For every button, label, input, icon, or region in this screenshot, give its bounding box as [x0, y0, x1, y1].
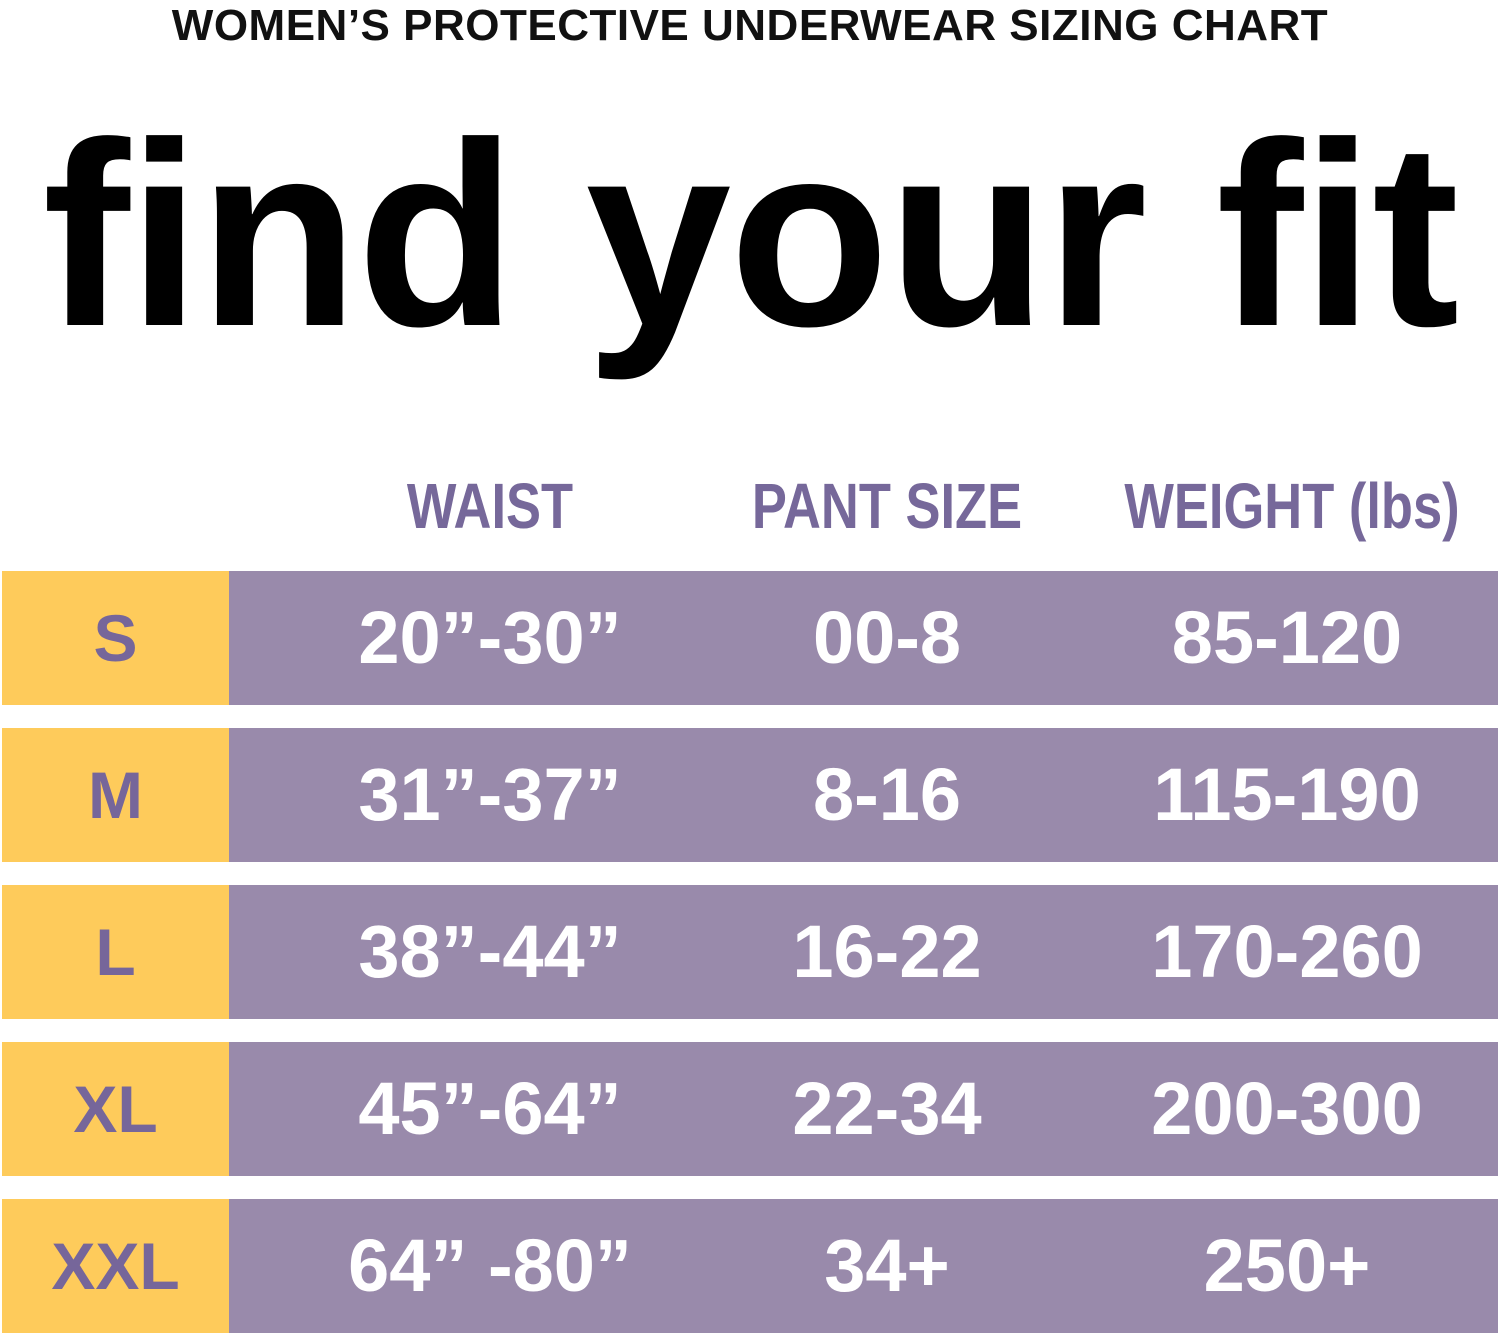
pant-size-value: 00-8 — [812, 596, 962, 679]
row-band — [229, 885, 1498, 1019]
size-row: L 38”-44” 16-22 170-260 — [2, 885, 1498, 1019]
row-band — [229, 1042, 1498, 1176]
size-label: XL — [2, 1042, 229, 1176]
pant-size-value: 8-16 — [812, 753, 962, 836]
size-row: XL 45”-64” 22-34 200-300 — [2, 1042, 1498, 1176]
headline: find your fit — [42, 88, 1460, 381]
column-header-waist: WAIST — [406, 470, 574, 542]
pant-size-value: 16-22 — [792, 910, 982, 993]
size-row: M 31”-37” 8-16 115-190 — [2, 728, 1498, 862]
pant-size-value: 34+ — [824, 1224, 950, 1307]
size-label: XXL — [2, 1199, 229, 1333]
weight-value: 200-300 — [1151, 1067, 1423, 1150]
size-label: L — [2, 885, 229, 1019]
size-label: M — [2, 728, 229, 862]
waist-value: 31”-37” — [358, 753, 622, 836]
waist-value: 45”-64” — [358, 1067, 622, 1150]
column-header-pant-size: PANT SIZE — [751, 470, 1023, 542]
row-band — [229, 1199, 1498, 1333]
pant-size-value: 22-34 — [792, 1067, 982, 1150]
size-row: S 20”-30” 00-8 85-120 — [2, 571, 1498, 705]
column-header-weight: WEIGHT (lbs) — [1124, 470, 1460, 542]
weight-value: 170-260 — [1151, 910, 1423, 993]
waist-value: 38”-44” — [358, 910, 622, 993]
size-row: XXL 64” -80” 34+ 250+ — [2, 1199, 1498, 1333]
row-band — [229, 571, 1498, 705]
size-label: S — [2, 571, 229, 705]
row-band — [229, 728, 1498, 862]
weight-value: 115-190 — [1153, 753, 1421, 836]
chart-title: WOMEN’S PROTECTIVE UNDERWEAR SIZING CHAR… — [171, 1, 1329, 50]
weight-value: 85-120 — [1171, 596, 1403, 679]
weight-value: 250+ — [1203, 1224, 1371, 1307]
waist-value: 20”-30” — [358, 596, 622, 679]
waist-value: 64” -80” — [348, 1224, 632, 1307]
